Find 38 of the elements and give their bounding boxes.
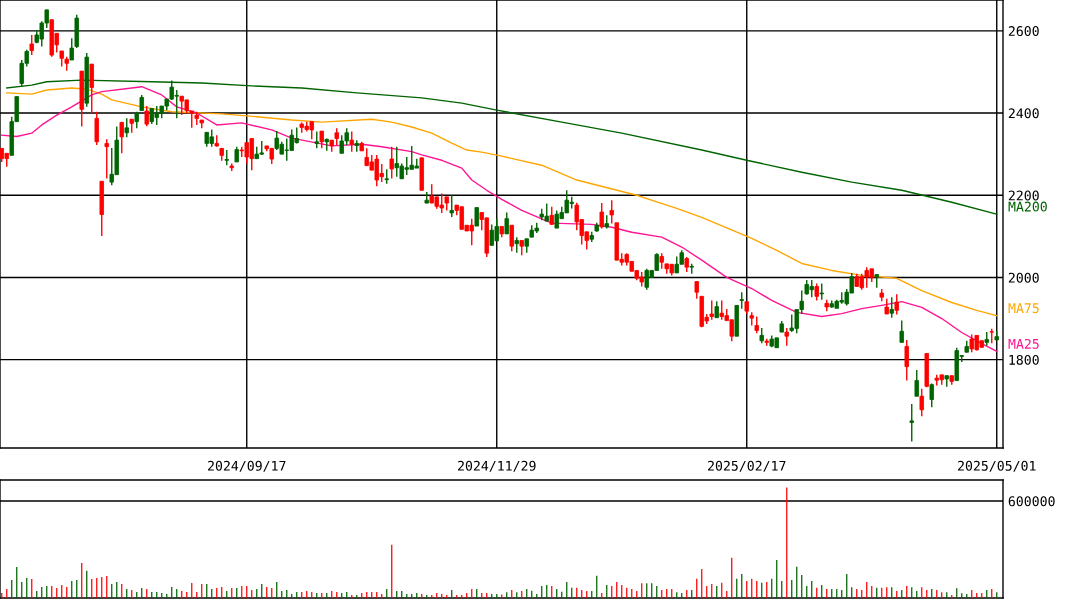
candlestick bbox=[69, 37, 74, 61]
y-tick-label: 1800 bbox=[1009, 354, 1039, 365]
y-tick-label: 2400 bbox=[1008, 108, 1039, 119]
candlestick bbox=[709, 299, 714, 321]
candlestick bbox=[609, 199, 614, 225]
x-tick-label: 2025/02/17 bbox=[708, 460, 786, 472]
y-tick-label: 2600 bbox=[1008, 26, 1039, 37]
candlestick bbox=[29, 34, 34, 56]
candlestick bbox=[89, 63, 94, 115]
candlestick bbox=[889, 296, 894, 319]
candlestick bbox=[899, 319, 904, 344]
series-label: MA25 bbox=[1008, 338, 1039, 349]
candlestick bbox=[449, 194, 454, 218]
candlestick bbox=[94, 111, 99, 146]
candlestick bbox=[104, 138, 109, 180]
candlestick bbox=[509, 224, 514, 252]
candlestick bbox=[919, 388, 924, 418]
candlestick bbox=[349, 130, 354, 153]
candlestick bbox=[909, 403, 914, 443]
candlestick bbox=[119, 120, 124, 155]
candlestick bbox=[504, 211, 509, 235]
series-label: MA200 bbox=[1008, 201, 1047, 212]
x-tick-label: 2024/11/29 bbox=[458, 460, 536, 472]
candlestick bbox=[929, 382, 934, 409]
candlestick bbox=[894, 293, 899, 316]
y-tick-label: 2000 bbox=[1008, 272, 1039, 283]
candlestick bbox=[124, 117, 129, 138]
candlestick bbox=[144, 105, 149, 127]
y-tick-label: 2200 bbox=[1008, 190, 1039, 201]
series-label: MA75 bbox=[1008, 303, 1039, 314]
x-tick-label: 2024/09/17 bbox=[208, 460, 286, 472]
candlestick bbox=[389, 146, 394, 180]
x-tick-label: 2025/05/01 bbox=[958, 460, 1036, 472]
candlestick bbox=[599, 202, 604, 230]
candlestick bbox=[904, 339, 909, 382]
candlestick bbox=[914, 369, 919, 397]
y-tick-label: 600000 bbox=[1008, 496, 1055, 507]
candlestick bbox=[474, 206, 479, 227]
